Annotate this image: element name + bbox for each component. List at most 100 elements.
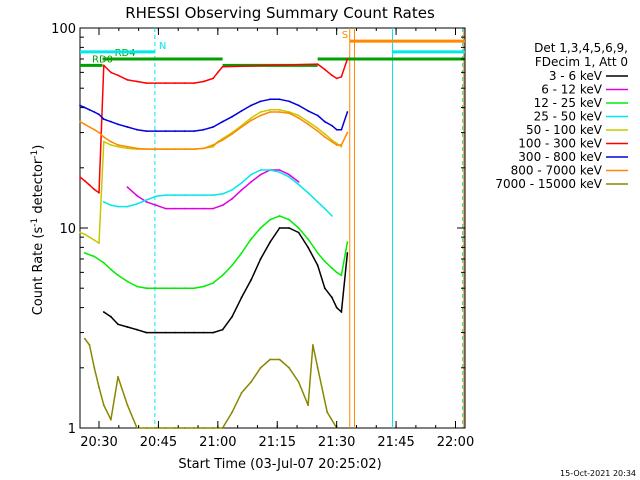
- series-point-7-7: [117, 144, 119, 146]
- series-point-4-4: [98, 242, 100, 245]
- legend-label-2: 12 - 25 keV: [534, 96, 603, 110]
- series-point-3-15: [240, 182, 243, 184]
- series-point-6-11: [155, 130, 157, 133]
- series-point-8-9: [145, 427, 148, 429]
- series-point-0-19: [278, 227, 281, 229]
- series-point-0-15: [240, 296, 243, 299]
- series-point-8-19: [240, 391, 243, 394]
- series-point-1-4: [164, 207, 167, 210]
- series-point-1-5: [174, 207, 177, 210]
- series-point-0-9: [183, 331, 186, 334]
- series-point-8-21: [259, 366, 262, 369]
- series-point-6-5: [102, 118, 105, 121]
- series-point-8-28: [316, 366, 319, 369]
- series-point-4-0: [79, 231, 81, 234]
- series-point-5-5: [102, 64, 105, 67]
- series-point-7-27: [307, 123, 309, 126]
- series-point-5-7: [117, 74, 119, 77]
- series-point-6-14: [183, 130, 186, 133]
- series-line-8: [84, 338, 338, 429]
- series-point-0-20: [288, 227, 290, 229]
- series-point-7-16: [202, 147, 205, 150]
- legend-header-1: Det 1,3,4,5,6,9,: [534, 41, 628, 55]
- series-point-2-28: [335, 271, 338, 274]
- series-point-0-8: [174, 331, 177, 334]
- series-point-8-11: [164, 427, 167, 429]
- series-point-6-28: [316, 114, 319, 117]
- series-point-2-3: [110, 268, 112, 271]
- series-point-7-23: [269, 111, 271, 113]
- series-point-7-32: [340, 144, 343, 146]
- series-point-6-16: [202, 128, 205, 131]
- legend-header-2: FDecim 1, Att 0: [535, 55, 628, 69]
- series-point-8-5: [110, 418, 112, 421]
- series-point-6-4: [98, 113, 100, 116]
- series-point-0-18: [269, 241, 271, 244]
- series-point-7-22: [259, 114, 262, 117]
- series-point-6-25: [288, 100, 290, 103]
- series-point-2-22: [288, 218, 290, 221]
- legend-label-7: 800 - 7000 keV: [511, 164, 603, 178]
- series-point-7-31: [335, 144, 338, 146]
- series-point-2-11: [183, 287, 186, 290]
- series-point-2-17: [240, 252, 243, 254]
- series-point-3-25: [331, 215, 333, 217]
- series-point-7-29: [323, 136, 326, 138]
- series-point-0-17: [259, 258, 262, 260]
- series-point-5-20: [316, 63, 319, 65]
- series-point-4-1: [83, 233, 86, 236]
- plot-area: [79, 27, 466, 429]
- series-point-6-2: [88, 108, 91, 111]
- series-point-3-18: [269, 169, 271, 171]
- y-tick-label-2: 100: [51, 22, 76, 37]
- series-point-7-2: [88, 126, 91, 128]
- legend-label-8: 7000 - 15000 keV: [495, 177, 602, 191]
- series-point-8-23: [278, 358, 281, 361]
- series-point-6-10: [145, 130, 148, 133]
- legend-label-4: 50 - 100 keV: [526, 123, 603, 137]
- x-axis-ticks: 20:30 20:45 21:00 21:15 21:30 21:45 22:00: [80, 28, 474, 450]
- series-point-4-27: [297, 114, 300, 117]
- y-tick-label-0: 1: [68, 422, 76, 437]
- series-point-8-15: [202, 427, 205, 429]
- series-point-5-25: [346, 58, 349, 60]
- legend-label-0: 3 - 6 keV: [549, 69, 603, 83]
- series-point-0-26: [335, 306, 338, 309]
- series-point-3-19: [278, 171, 281, 174]
- data-series: [79, 58, 349, 429]
- series-point-3-8: [174, 194, 177, 197]
- series-point-4-17: [212, 145, 215, 148]
- legend: Det 1,3,4,5,6,9, FDecim 1, Att 0 3 - 6 k…: [495, 41, 628, 191]
- series-point-8-13: [183, 427, 186, 429]
- y-axis-label-sup1: -1: [30, 218, 40, 227]
- series-point-7-24: [278, 111, 281, 113]
- series-point-5-15: [193, 82, 196, 84]
- series-point-1-13: [250, 181, 253, 183]
- series-point-8-8: [136, 427, 138, 429]
- series-point-8-3: [98, 386, 100, 389]
- y-axis-label-sup2: -1: [30, 150, 40, 159]
- y-axis-label: Count Rate (s-1 detector-1): [30, 145, 46, 316]
- series-point-7-13: [174, 148, 177, 151]
- series-point-5-21: [323, 68, 326, 71]
- series-point-3-11: [202, 194, 205, 197]
- series-point-3-16: [250, 173, 253, 176]
- series-point-1-1: [136, 194, 138, 197]
- series-point-3-6: [155, 195, 157, 198]
- series-point-4-29: [316, 127, 319, 130]
- series-line-5: [79, 58, 349, 194]
- series-point-4-3: [93, 239, 96, 242]
- series-point-8-16: [212, 427, 215, 429]
- status-label-6: S: [342, 30, 348, 41]
- series-point-3-23: [316, 201, 319, 203]
- series-point-1-17: [288, 173, 290, 176]
- series-point-0-4: [136, 328, 138, 331]
- series-point-6-20: [240, 110, 243, 112]
- legend-label-3: 25 - 50 keV: [534, 110, 603, 124]
- series-point-0-28: [346, 252, 349, 254]
- series-point-8-17: [221, 427, 224, 429]
- series-point-0-0: [102, 311, 105, 313]
- series-point-0-27: [340, 311, 343, 313]
- series-point-0-12: [212, 331, 215, 334]
- series-point-3-2: [117, 205, 119, 208]
